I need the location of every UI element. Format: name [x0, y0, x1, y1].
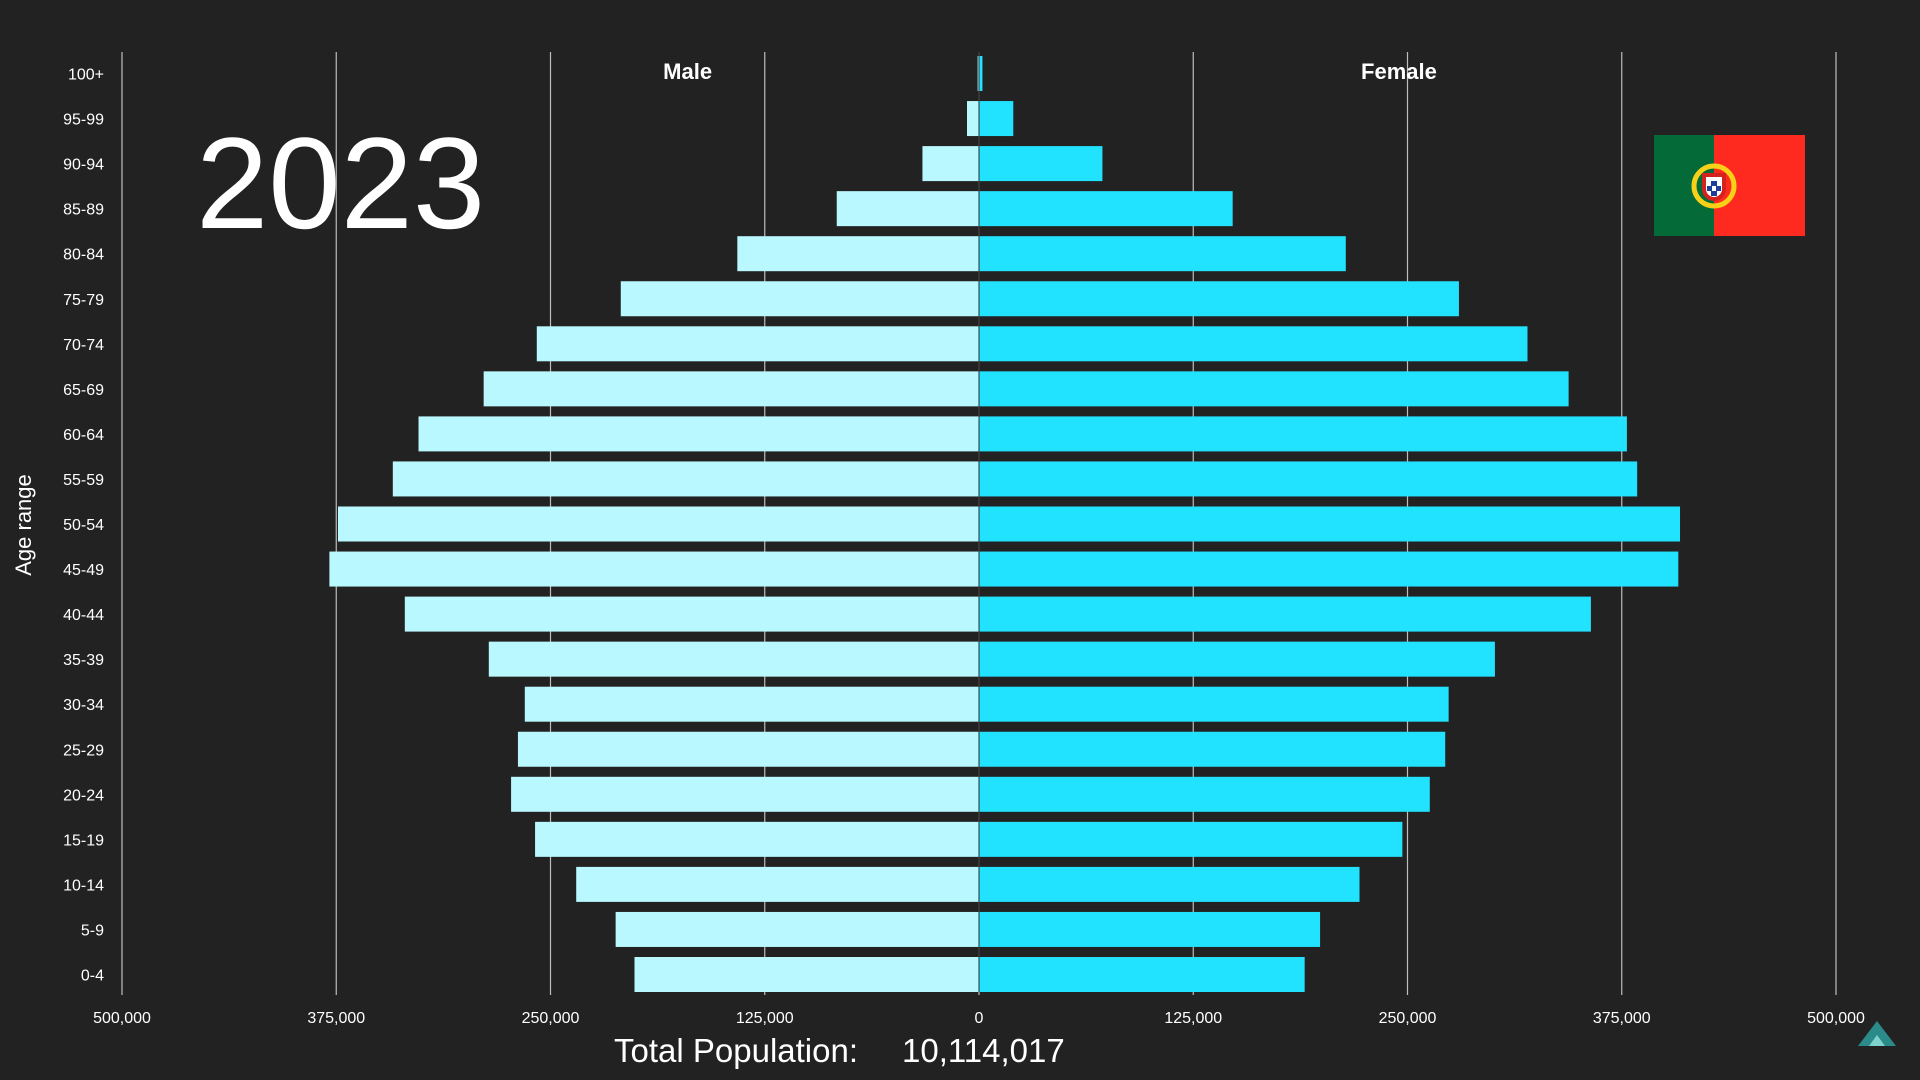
male-bar — [615, 911, 979, 947]
y-tick-label: 65-69 — [63, 382, 104, 399]
female-bar — [979, 56, 983, 91]
male-bar — [329, 551, 979, 587]
y-tick-label: 70-74 — [63, 337, 104, 354]
male-bar — [392, 461, 979, 497]
female-bar — [979, 957, 1305, 992]
y-tick-label: 85-89 — [63, 202, 104, 219]
total-population-label: Total Population: — [614, 1032, 859, 1069]
y-tick-label: 50-54 — [63, 517, 104, 534]
y-tick-label: 15-19 — [63, 832, 104, 849]
y-tick-label: 95-99 — [63, 112, 104, 129]
female-bar — [979, 146, 1103, 182]
x-tick-label: 500,000 — [1807, 1010, 1865, 1027]
male-bar — [337, 506, 979, 542]
y-tick-label: 80-84 — [63, 247, 104, 264]
x-tick-label: 250,000 — [1379, 1010, 1437, 1027]
y-tick-label: 5-9 — [81, 922, 104, 939]
x-tick-label: 500,000 — [93, 1010, 151, 1027]
male-bar — [620, 281, 979, 317]
y-tick-label: 0-4 — [81, 968, 104, 985]
female-bar — [979, 641, 1495, 677]
female-bar — [979, 866, 1360, 902]
female-bar — [979, 281, 1459, 317]
x-tick-label: 125,000 — [1164, 1010, 1222, 1027]
female-bar — [979, 101, 1014, 137]
y-tick-label: 60-64 — [63, 427, 104, 444]
y-tick-label: 25-29 — [63, 742, 104, 759]
y-tick-label: 35-39 — [63, 652, 104, 669]
flag-red-field — [1714, 135, 1805, 236]
y-tick-label: 10-14 — [63, 877, 104, 894]
total-population-value: 10,114,017 — [902, 1032, 1065, 1069]
y-tick-label: 40-44 — [63, 607, 104, 624]
x-tick-label: 375,000 — [1593, 1010, 1651, 1027]
male-bar — [634, 957, 979, 992]
male-bar — [967, 101, 979, 137]
male-bar — [977, 56, 979, 91]
x-tick-label: 125,000 — [736, 1010, 794, 1027]
total-population: Total Population: 10,114,017 — [614, 1032, 1065, 1070]
male-bar — [483, 371, 979, 407]
female-bar — [979, 731, 1446, 767]
x-tick-label: 250,000 — [522, 1010, 580, 1027]
female-bar — [979, 596, 1591, 632]
female-bar — [979, 191, 1233, 227]
female-bar — [979, 236, 1346, 272]
male-series-label: Male — [663, 59, 712, 84]
female-bar — [979, 776, 1430, 812]
female-bar — [979, 821, 1403, 857]
male-bar — [576, 866, 979, 902]
female-bar — [979, 911, 1321, 947]
year-label: 2023 — [196, 110, 486, 256]
female-bar — [979, 551, 1679, 587]
female-bar — [979, 371, 1569, 407]
flag-emblem-icon — [1691, 163, 1737, 209]
y-tick-label: 45-49 — [63, 562, 104, 579]
male-bar — [524, 686, 979, 722]
male-bar — [922, 146, 979, 182]
female-series-label: Female — [1361, 59, 1437, 84]
male-bar — [517, 731, 979, 767]
male-bar — [836, 191, 979, 227]
male-bar — [536, 326, 979, 362]
male-bar — [404, 596, 979, 632]
female-bar — [979, 506, 1681, 542]
x-tick-label: 0 — [975, 1010, 984, 1027]
male-bar — [535, 821, 979, 857]
portugal-flag-icon — [1654, 135, 1805, 236]
female-bar — [979, 326, 1528, 362]
male-bar — [418, 416, 980, 452]
y-tick-label: 100+ — [68, 67, 104, 84]
x-tick-label: 375,000 — [307, 1010, 365, 1027]
female-bar — [979, 461, 1638, 497]
y-tick-label: 55-59 — [63, 472, 104, 489]
y-axis-title: Age range — [11, 474, 36, 576]
female-bar — [979, 416, 1627, 452]
male-bar — [488, 641, 979, 677]
y-tick-label: 30-34 — [63, 697, 104, 714]
y-tick-label: 90-94 — [63, 157, 104, 174]
y-tick-label: 20-24 — [63, 787, 104, 804]
male-bar — [737, 236, 979, 272]
male-bar — [511, 776, 979, 812]
channel-logo-icon — [1858, 1021, 1896, 1046]
female-bar — [979, 686, 1449, 722]
y-tick-label: 75-79 — [63, 292, 104, 309]
